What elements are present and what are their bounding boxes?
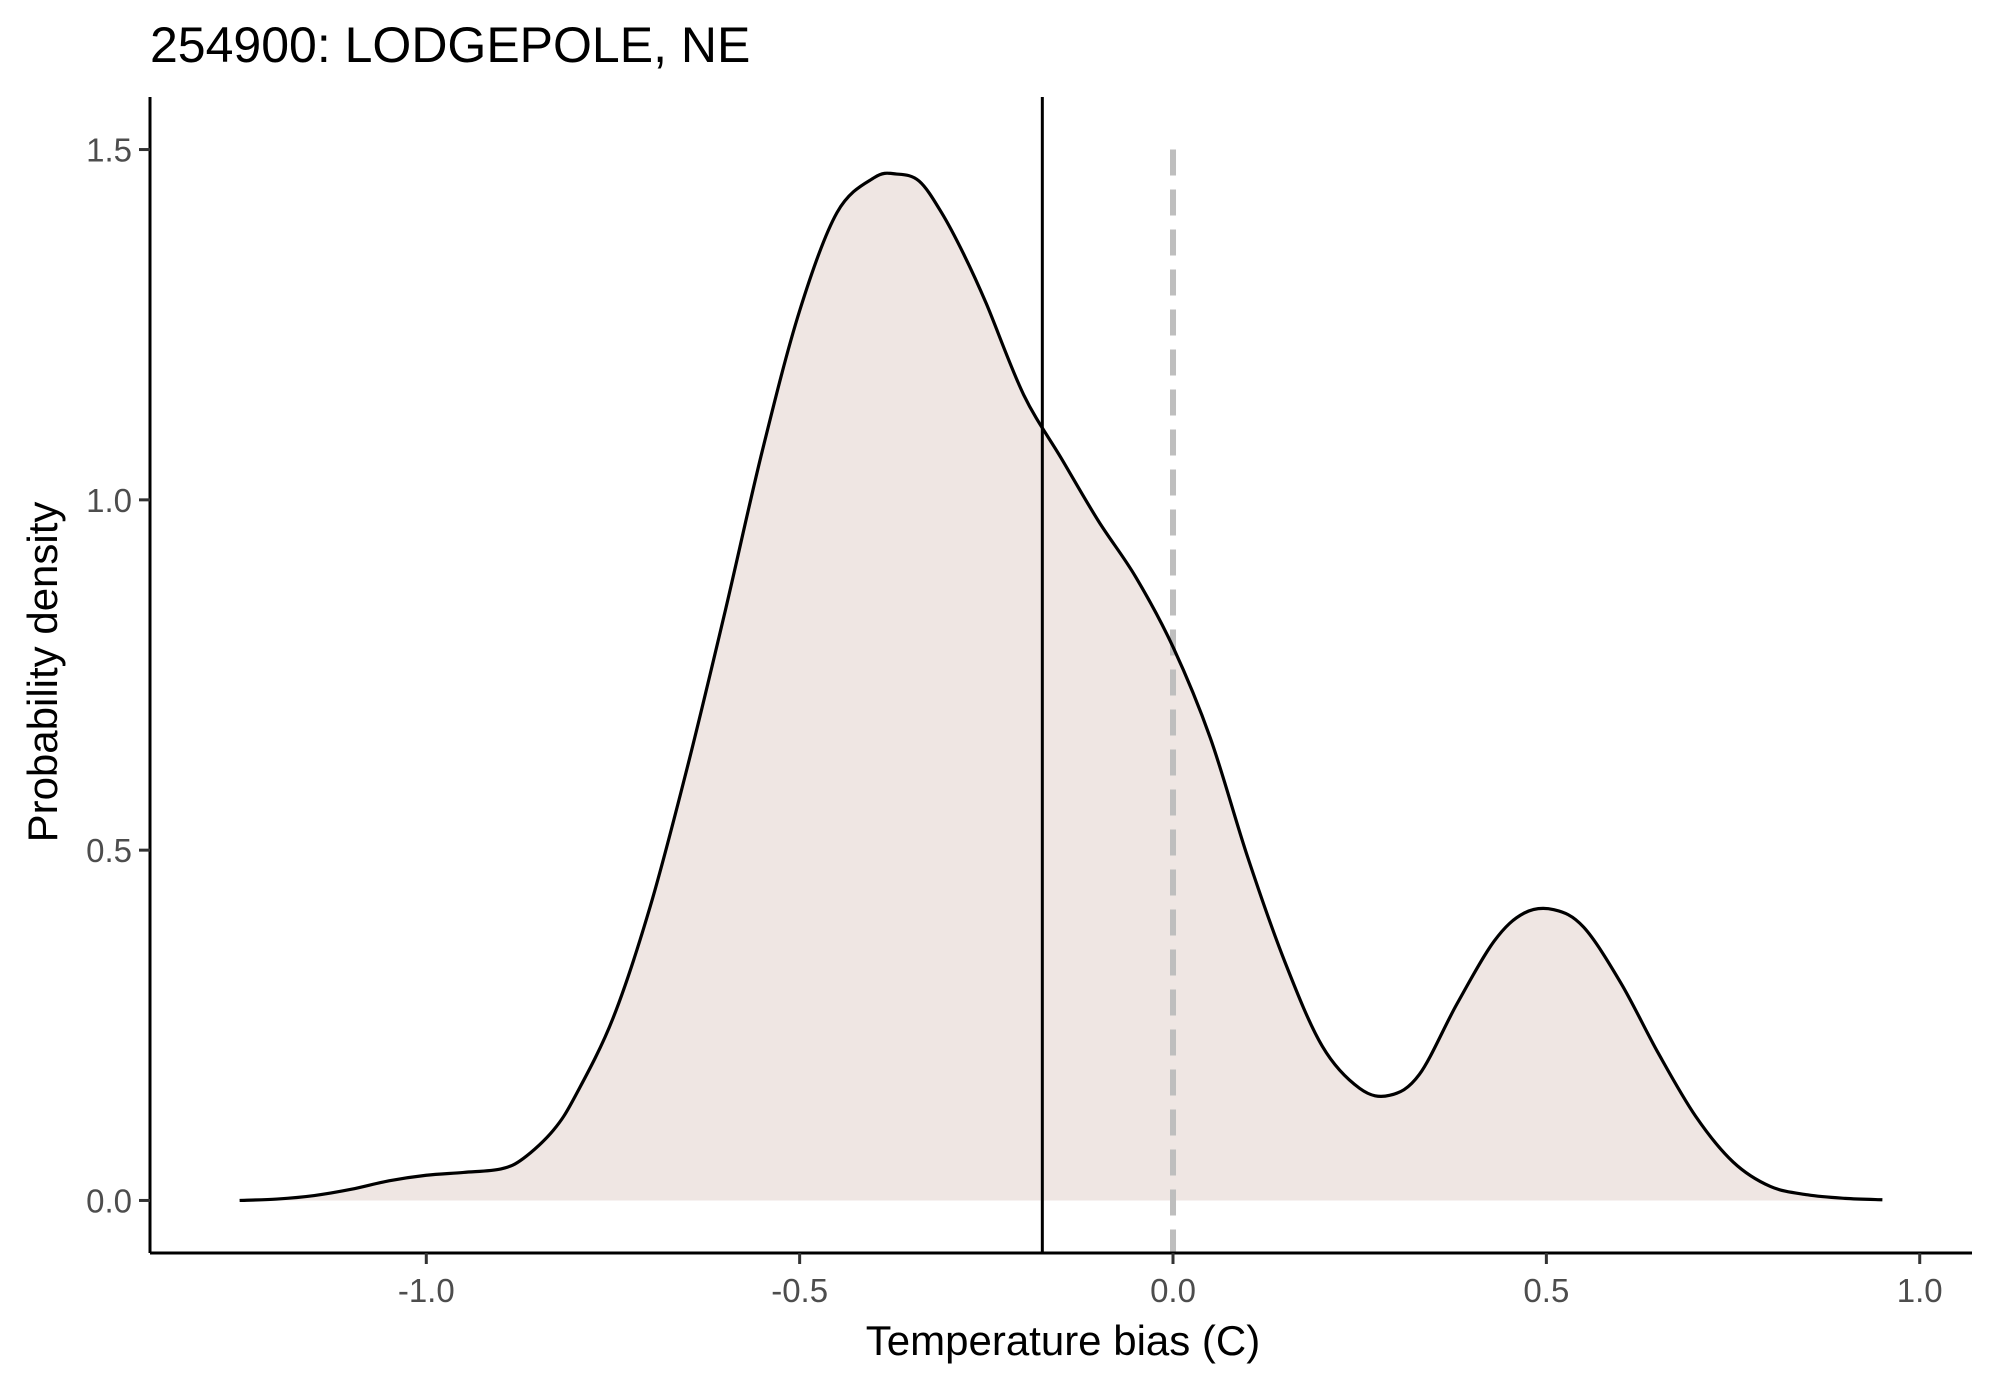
y-axis-title: Probability density bbox=[19, 502, 66, 843]
plot-area bbox=[239, 97, 1883, 1253]
density-area-fill bbox=[239, 173, 1883, 1201]
x-tick-label: 1.0 bbox=[1897, 1272, 1943, 1309]
x-tick-label: -1.0 bbox=[398, 1272, 455, 1309]
x-tick-label: 0.5 bbox=[1523, 1272, 1569, 1309]
density-curve bbox=[239, 171, 1883, 1203]
axes: -1.0 -0.5 0.0 0.5 1.0 0.0 0.5 1.0 1.5 bbox=[86, 97, 1972, 1309]
y-tick-label: 0.0 bbox=[86, 1182, 132, 1219]
x-axis-title: Temperature bias (C) bbox=[866, 1317, 1260, 1364]
chart-title: 254900: LODGEPOLE, NE bbox=[150, 17, 750, 73]
x-tick-label: -0.5 bbox=[771, 1272, 828, 1309]
y-tick-label: 1.5 bbox=[86, 132, 132, 169]
x-tick-label: 0.0 bbox=[1150, 1272, 1196, 1309]
y-tick-label: 1.0 bbox=[86, 482, 132, 519]
y-tick-label: 0.5 bbox=[86, 832, 132, 869]
